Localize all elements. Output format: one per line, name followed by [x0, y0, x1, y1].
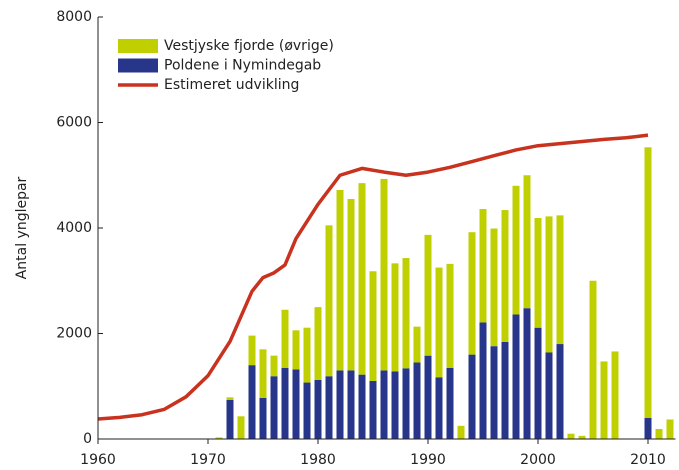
legend-swatch	[118, 39, 158, 53]
bar	[292, 369, 300, 439]
bar	[556, 344, 564, 439]
bar	[336, 370, 344, 439]
bar	[479, 322, 487, 439]
bar	[644, 417, 652, 439]
bar	[248, 365, 256, 439]
bar	[358, 183, 366, 375]
y-tick-label: 0	[83, 431, 92, 447]
bar	[611, 351, 619, 439]
bar	[501, 210, 509, 342]
y-tick-label: 2000	[56, 326, 92, 342]
bar	[468, 354, 476, 439]
legend-label: Vestjyske fjorde (øvrige)	[164, 38, 334, 54]
bar	[325, 225, 333, 377]
x-tick-label: 2010	[630, 452, 666, 468]
x-tick-label: 1960	[80, 452, 116, 468]
bar	[666, 419, 674, 439]
bar	[512, 185, 520, 315]
bar	[435, 377, 443, 439]
legend-swatch	[118, 58, 158, 73]
x-tick-label: 2000	[520, 452, 556, 468]
bar	[380, 370, 388, 439]
bar	[534, 217, 542, 328]
bar	[490, 346, 498, 439]
bar	[358, 374, 366, 439]
bar	[424, 234, 432, 356]
bar	[435, 267, 443, 378]
bar	[545, 216, 553, 353]
bar	[270, 376, 278, 439]
bar	[600, 361, 608, 439]
bar	[413, 326, 421, 363]
bar	[325, 376, 333, 439]
bar	[380, 178, 388, 371]
bar	[336, 190, 344, 371]
bar	[226, 399, 234, 439]
bar	[292, 330, 300, 370]
bar	[523, 308, 531, 439]
legend-label: Poldene i Nymindegab	[164, 58, 321, 74]
bar	[314, 307, 322, 380]
bar	[457, 425, 465, 439]
bar	[413, 362, 421, 439]
bar	[655, 428, 663, 439]
bar	[556, 215, 564, 345]
bar	[248, 335, 256, 366]
bar	[347, 198, 355, 371]
bar	[259, 397, 267, 439]
bar	[369, 380, 377, 439]
bar	[402, 258, 410, 369]
bar	[314, 379, 322, 439]
bar	[501, 341, 509, 439]
bar	[303, 327, 311, 383]
bar	[479, 209, 487, 323]
y-axis-label: Antal ynglepar	[14, 176, 30, 279]
x-tick-label: 1970	[190, 452, 226, 468]
bar	[259, 349, 267, 398]
x-tick-label: 1980	[300, 452, 336, 468]
bar	[281, 367, 289, 439]
bar	[468, 232, 476, 355]
bar	[512, 314, 520, 439]
bar	[391, 263, 399, 372]
bar	[534, 327, 542, 439]
y-tick-label: 4000	[56, 220, 92, 236]
y-tick-label: 8000	[56, 9, 92, 25]
bar	[545, 352, 553, 439]
bar	[226, 397, 234, 400]
bar	[347, 370, 355, 439]
bar	[270, 355, 278, 377]
bar	[578, 435, 586, 439]
bar	[215, 437, 223, 439]
legend-label: Estimeret udvikling	[164, 77, 299, 93]
bar	[303, 382, 311, 439]
bar	[446, 367, 454, 439]
bar	[237, 416, 245, 439]
bar	[644, 147, 652, 418]
trend-line	[97, 133, 649, 421]
x-tick-label: 1990	[410, 452, 446, 468]
bar	[523, 175, 531, 309]
bar	[490, 228, 498, 347]
bar	[402, 368, 410, 439]
bar	[589, 280, 597, 439]
bar	[446, 263, 454, 368]
y-tick-label: 6000	[56, 115, 92, 131]
bar	[281, 309, 289, 368]
bar	[424, 355, 432, 439]
bar	[391, 371, 399, 439]
bar	[567, 433, 575, 439]
bar	[369, 271, 377, 381]
